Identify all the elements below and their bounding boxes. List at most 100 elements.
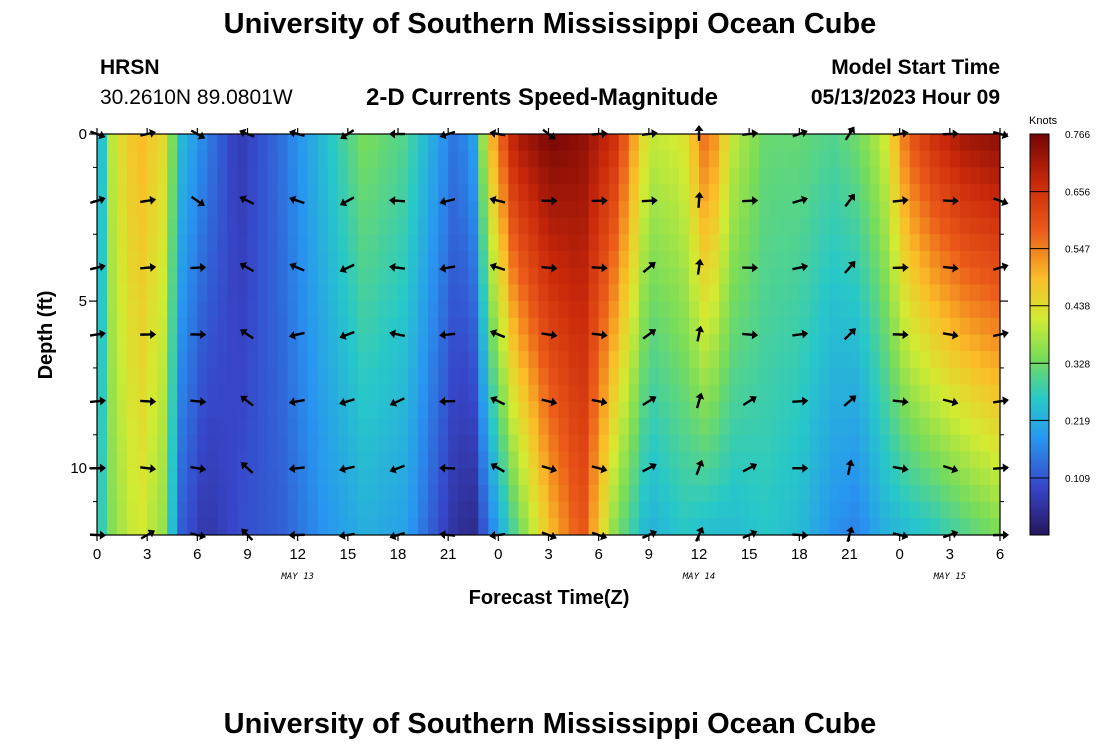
- colorbar-tick-label: 0.328: [1065, 359, 1090, 370]
- heatmap-cell: [227, 200, 239, 219]
- heatmap-cell: [628, 401, 640, 419]
- heatmap-cell: [107, 501, 118, 519]
- heatmap-cell: [127, 367, 138, 386]
- heatmap-cell: [227, 134, 239, 152]
- heatmap-cell: [347, 384, 359, 402]
- heatmap-cell: [137, 468, 148, 486]
- heatmap-cell: [729, 384, 740, 402]
- heatmap-cell: [307, 501, 319, 519]
- heatmap-cell: [869, 150, 881, 169]
- heatmap-cell: [538, 150, 550, 169]
- heatmap-cell: [297, 384, 309, 402]
- heatmap-cell: [568, 284, 580, 302]
- heatmap-cell: [277, 284, 289, 302]
- heatmap-cell: [187, 317, 198, 336]
- heatmap-cell: [147, 468, 158, 486]
- heatmap-cell: [769, 167, 780, 185]
- heatmap-cell: [438, 267, 449, 285]
- heatmap-cell: [969, 384, 981, 402]
- heatmap-cell: [688, 150, 700, 169]
- heatmap-cell: [939, 468, 951, 486]
- heatmap-cell: [418, 484, 429, 503]
- heatmap-cell: [217, 317, 229, 336]
- heatmap-cell: [709, 284, 720, 302]
- heatmap-cell: [488, 284, 499, 302]
- heatmap-cell: [859, 401, 871, 419]
- heatmap-cell: [739, 518, 750, 535]
- heatmap-cell: [628, 267, 640, 285]
- heatmap-cell: [468, 234, 479, 252]
- heatmap-cell: [287, 150, 299, 169]
- heatmap-cell: [177, 134, 188, 152]
- heatmap-cell: [688, 217, 700, 235]
- heatmap-cell: [377, 301, 389, 319]
- heatmap-cell: [508, 434, 519, 453]
- heatmap-cell: [618, 184, 630, 202]
- x-tick-label: 21: [440, 546, 457, 563]
- heatmap-cell: [398, 267, 409, 285]
- current-vector-arrow: [742, 462, 758, 473]
- heatmap-cell: [869, 301, 881, 319]
- heatmap-cell: [548, 150, 560, 169]
- heatmap-cell: [939, 234, 951, 252]
- current-vector-arrow: [942, 330, 959, 340]
- heatmap-cell: [949, 250, 961, 269]
- heatmap-cell: [207, 484, 218, 503]
- heatmap-cell: [327, 234, 339, 252]
- heatmap-cell: [418, 301, 429, 319]
- heatmap-cell: [528, 134, 540, 152]
- heatmap-cell: [648, 134, 660, 152]
- heatmap-cell: [749, 367, 760, 386]
- heatmap-cell: [929, 317, 941, 336]
- heatmap-cell: [568, 401, 580, 419]
- heatmap-cell: [97, 367, 108, 386]
- heatmap-cell: [548, 484, 560, 503]
- heatmap-cell: [849, 301, 861, 319]
- heatmap-cell: [879, 217, 891, 235]
- heatmap-cell: [969, 434, 981, 453]
- heatmap-cell: [367, 501, 379, 519]
- heatmap-cell: [147, 150, 158, 169]
- heatmap-cell: [347, 401, 359, 419]
- heatmap-cell: [849, 468, 861, 486]
- heatmap-cell: [869, 401, 881, 419]
- current-vector-arrow: [490, 462, 505, 473]
- heatmap-cell: [648, 401, 660, 419]
- heatmap-cell: [739, 484, 750, 503]
- heatmap-cell: [558, 451, 570, 469]
- heatmap-cell: [699, 468, 710, 486]
- heatmap-cell: [638, 351, 650, 369]
- heatmap-cell: [157, 184, 168, 202]
- heatmap-cell: [909, 367, 921, 386]
- heatmap-cell: [789, 301, 800, 319]
- heatmap-cell: [127, 267, 138, 285]
- heatmap-cell: [367, 351, 379, 369]
- heatmap-cell: [829, 434, 841, 453]
- heatmap-cell: [347, 334, 359, 352]
- heatmap-cell: [448, 167, 459, 185]
- heatmap-cell: [949, 284, 961, 302]
- heatmap-cell: [658, 334, 670, 352]
- heatmap-cell: [317, 267, 329, 285]
- heatmap-cell: [558, 200, 570, 219]
- current-vector-arrow: [591, 464, 608, 474]
- heatmap-cell: [478, 418, 489, 436]
- heatmap-cell: [498, 317, 509, 336]
- heatmap-cell: [468, 200, 479, 219]
- heatmap-cell: [277, 200, 289, 219]
- heatmap-cell: [688, 384, 700, 402]
- heatmap-cell: [518, 284, 530, 302]
- heatmap-cell: [297, 351, 309, 369]
- current-vector-arrow: [591, 263, 608, 273]
- heatmap-cell: [929, 468, 941, 486]
- heatmap-cell: [759, 250, 770, 269]
- heatmap-cell: [839, 434, 851, 453]
- heatmap-cell: [628, 484, 640, 503]
- current-vector-arrow: [993, 197, 1009, 207]
- heatmap-cell: [729, 334, 740, 352]
- heatmap-cell: [879, 451, 891, 469]
- heatmap-cell: [819, 250, 831, 269]
- heatmap-cell: [709, 401, 720, 419]
- heatmap-cell: [949, 200, 961, 219]
- heatmap-cell: [418, 367, 429, 386]
